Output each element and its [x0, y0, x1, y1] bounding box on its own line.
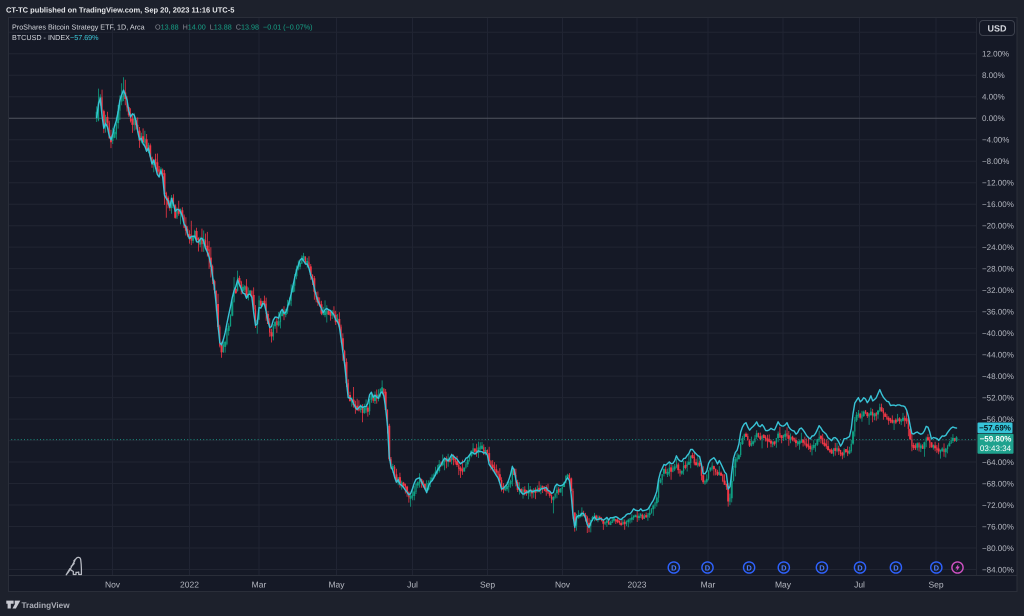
svg-text:−59.80%: −59.80%: [980, 435, 1012, 444]
svg-text:Nov: Nov: [555, 580, 571, 590]
svg-text:12.00%: 12.00%: [982, 50, 1009, 59]
svg-text:−24.00%: −24.00%: [982, 243, 1014, 252]
svg-text:0.00%: 0.00%: [982, 114, 1005, 123]
svg-text:D: D: [934, 563, 940, 572]
svg-text:D: D: [705, 563, 711, 572]
svg-text:D: D: [819, 563, 825, 572]
svg-text:−8.00%: −8.00%: [982, 157, 1009, 166]
svg-text:−84.00%: −84.00%: [982, 565, 1014, 574]
svg-text:Sep: Sep: [480, 580, 495, 590]
svg-text:CT-TC published on TradingView: CT-TC published on TradingView.com, Sep …: [6, 5, 234, 14]
svg-text:−57.69%: −57.69%: [70, 33, 99, 42]
svg-text:−28.00%: −28.00%: [982, 264, 1014, 273]
svg-text:4.00%: 4.00%: [982, 93, 1005, 102]
svg-text:Sep: Sep: [928, 580, 943, 590]
svg-text:TradingView: TradingView: [22, 601, 71, 610]
svg-text:−56.00%: −56.00%: [982, 415, 1014, 424]
svg-text:2022: 2022: [180, 580, 199, 590]
svg-text:−68.00%: −68.00%: [982, 479, 1014, 488]
svg-text:ProShares Bitcoin Strategy ETF: ProShares Bitcoin Strategy ETF, 1D, Arca: [12, 23, 145, 32]
svg-text:−48.00%: −48.00%: [982, 372, 1014, 381]
svg-text:D: D: [893, 563, 899, 572]
svg-text:USD: USD: [987, 24, 1007, 34]
svg-text:Jul: Jul: [854, 580, 865, 590]
svg-text:−76.00%: −76.00%: [982, 522, 1014, 531]
svg-text:−16.00%: −16.00%: [982, 200, 1014, 209]
svg-text:−4.00%: −4.00%: [982, 136, 1009, 145]
svg-text:Jul: Jul: [407, 580, 418, 590]
svg-text:May: May: [775, 580, 792, 590]
svg-text:D: D: [746, 563, 752, 572]
svg-text:−72.00%: −72.00%: [982, 501, 1014, 510]
svg-text:D: D: [857, 563, 863, 572]
svg-text:D: D: [671, 563, 677, 572]
svg-text:−40.00%: −40.00%: [982, 329, 1014, 338]
svg-text:−12.00%: −12.00%: [982, 179, 1014, 188]
svg-text:May: May: [328, 580, 345, 590]
svg-text:03:43:34: 03:43:34: [980, 444, 1012, 453]
svg-text:D: D: [781, 563, 787, 572]
svg-text:−20.00%: −20.00%: [982, 222, 1014, 231]
svg-text:8.00%: 8.00%: [982, 71, 1005, 80]
svg-text:−44.00%: −44.00%: [982, 350, 1014, 359]
svg-text:BTCUSD - INDEX: BTCUSD - INDEX: [12, 33, 70, 42]
svg-text:Mar: Mar: [252, 580, 267, 590]
svg-text:Mar: Mar: [701, 580, 716, 590]
svg-text:−36.00%: −36.00%: [982, 307, 1014, 316]
svg-text:−52.00%: −52.00%: [982, 393, 1014, 402]
svg-text:−64.00%: −64.00%: [982, 458, 1014, 467]
svg-text:Nov: Nov: [105, 580, 121, 590]
svg-text:−57.69%: −57.69%: [979, 424, 1011, 433]
svg-text:−32.00%: −32.00%: [982, 286, 1014, 295]
svg-text:−80.00%: −80.00%: [982, 544, 1014, 553]
svg-text:2023: 2023: [628, 580, 647, 590]
